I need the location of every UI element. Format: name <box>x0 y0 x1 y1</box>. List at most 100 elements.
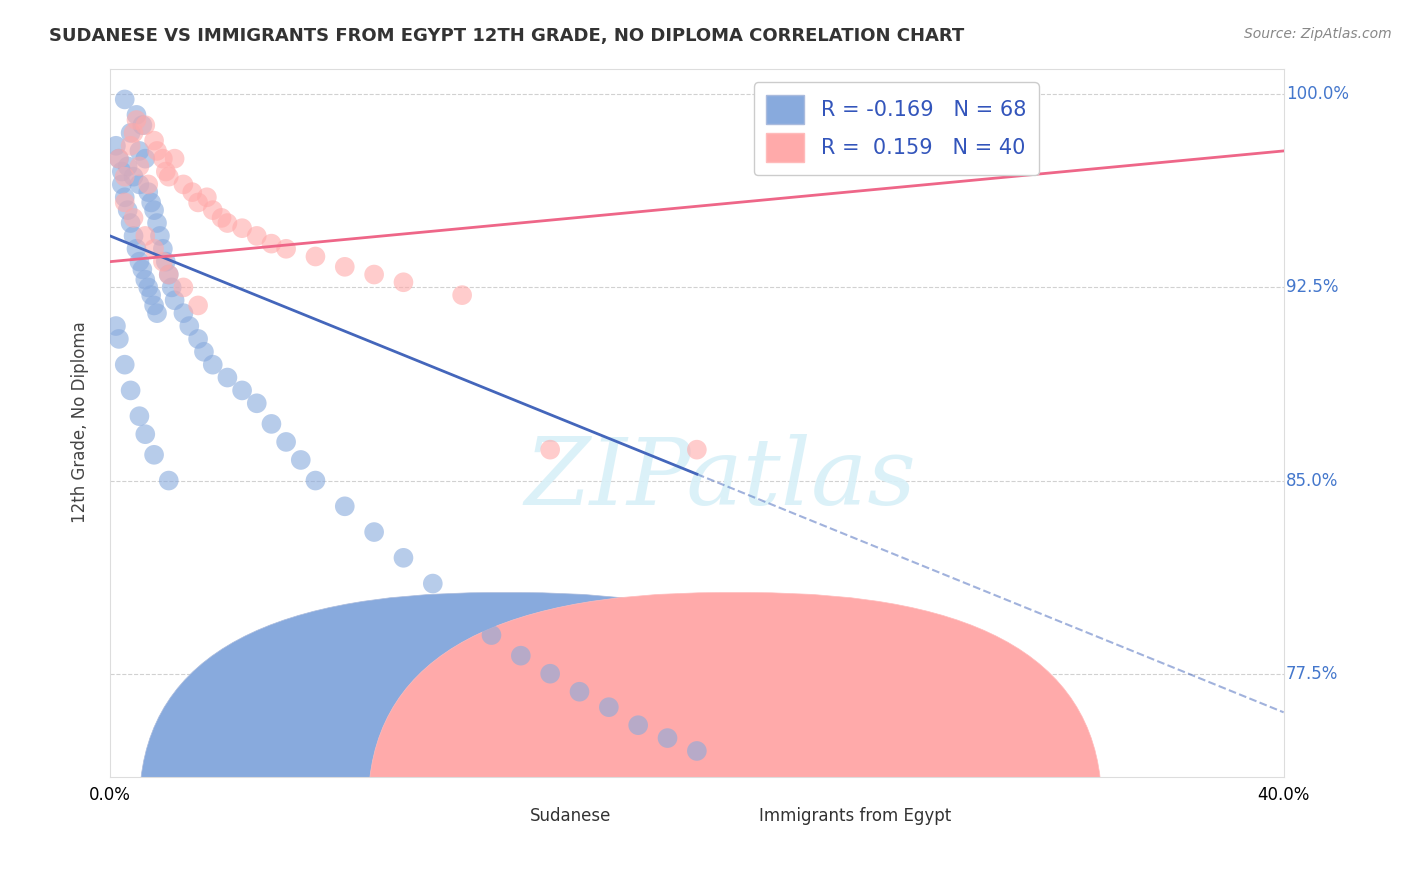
Point <box>157 169 180 184</box>
Point <box>108 152 131 166</box>
Legend: R = -0.169   N = 68, R =  0.159   N = 40: R = -0.169 N = 68, R = 0.159 N = 40 <box>754 82 1039 175</box>
Point <box>128 160 150 174</box>
Point <box>181 185 204 199</box>
Point <box>134 427 156 442</box>
Point <box>211 211 233 225</box>
Point <box>122 211 145 225</box>
Point <box>155 164 177 178</box>
Point <box>143 242 166 256</box>
Point <box>152 254 174 268</box>
Point <box>122 228 145 243</box>
Point <box>141 195 163 210</box>
Point <box>108 332 131 346</box>
Point <box>538 666 561 681</box>
Point <box>304 250 326 264</box>
Point <box>163 293 186 308</box>
Point <box>193 344 215 359</box>
Point <box>143 134 166 148</box>
Point <box>136 185 159 199</box>
Text: 100.0%: 100.0% <box>1286 86 1348 103</box>
Point <box>134 118 156 132</box>
Text: Sudanese: Sudanese <box>530 806 612 824</box>
Point <box>108 152 131 166</box>
Point <box>304 474 326 488</box>
Point <box>136 280 159 294</box>
Point <box>172 280 194 294</box>
Point <box>128 144 150 158</box>
Point <box>114 195 136 210</box>
Point <box>481 628 503 642</box>
Point <box>157 268 180 282</box>
Point <box>657 731 679 745</box>
Text: 92.5%: 92.5% <box>1286 278 1339 296</box>
Point <box>114 92 136 106</box>
Point <box>509 648 531 663</box>
Point <box>146 306 169 320</box>
Point <box>195 190 218 204</box>
Point <box>686 442 709 457</box>
Point <box>120 216 142 230</box>
Point <box>246 228 269 243</box>
Point <box>333 260 356 274</box>
Point <box>152 242 174 256</box>
Point <box>157 268 180 282</box>
Point <box>128 254 150 268</box>
Point <box>172 178 194 192</box>
Point <box>128 409 150 424</box>
Point <box>217 370 239 384</box>
Point <box>231 384 253 398</box>
Point <box>134 273 156 287</box>
Point <box>125 242 148 256</box>
Point <box>172 306 194 320</box>
Point <box>155 254 177 268</box>
Point <box>187 332 209 346</box>
Point <box>125 108 148 122</box>
Point <box>134 228 156 243</box>
Point <box>160 280 183 294</box>
Point <box>163 152 186 166</box>
Point <box>120 384 142 398</box>
Point <box>120 138 142 153</box>
Point <box>120 126 142 140</box>
Point <box>363 524 385 539</box>
Point <box>451 602 474 616</box>
Point <box>246 396 269 410</box>
Point <box>146 144 169 158</box>
Point <box>122 169 145 184</box>
Point <box>392 275 415 289</box>
Point <box>157 474 180 488</box>
Text: Source: ZipAtlas.com: Source: ZipAtlas.com <box>1244 27 1392 41</box>
Point <box>104 319 127 334</box>
Point <box>260 236 283 251</box>
Point <box>217 216 239 230</box>
Text: Immigrants from Egypt: Immigrants from Egypt <box>759 806 952 824</box>
Point <box>114 190 136 204</box>
Text: ZIPatlas: ZIPatlas <box>524 434 917 524</box>
Point <box>149 228 172 243</box>
Text: 85.0%: 85.0% <box>1286 472 1339 490</box>
FancyBboxPatch shape <box>139 592 873 892</box>
Point <box>114 169 136 184</box>
Point <box>143 203 166 218</box>
Point <box>187 298 209 312</box>
Point <box>134 152 156 166</box>
Point <box>143 298 166 312</box>
Point <box>187 195 209 210</box>
Point <box>451 288 474 302</box>
Point <box>201 358 224 372</box>
Point <box>143 448 166 462</box>
Point <box>568 684 591 698</box>
Point <box>111 164 134 178</box>
Point <box>141 288 163 302</box>
Point <box>131 262 153 277</box>
Point <box>114 358 136 372</box>
Text: 77.5%: 77.5% <box>1286 665 1339 682</box>
Point <box>627 718 650 732</box>
Point <box>290 453 312 467</box>
Point <box>152 152 174 166</box>
Point <box>274 434 297 449</box>
Point <box>598 700 620 714</box>
Point <box>128 178 150 192</box>
Point <box>111 178 134 192</box>
Point <box>117 203 139 218</box>
